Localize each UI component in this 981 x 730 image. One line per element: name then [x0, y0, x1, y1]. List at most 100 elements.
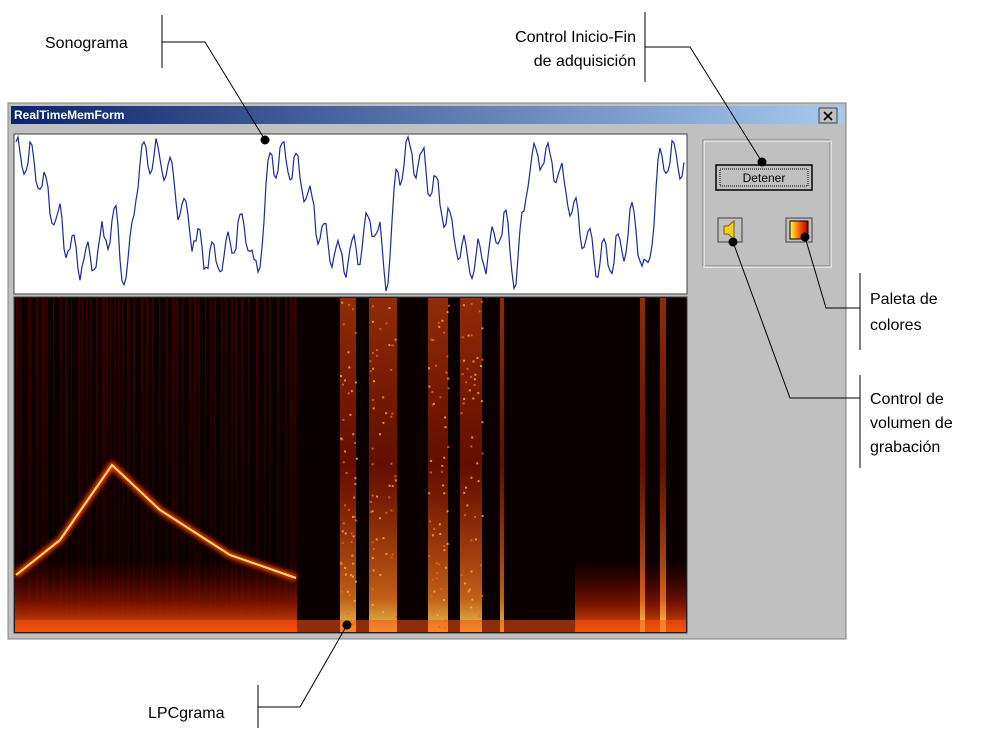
speckle	[372, 367, 375, 370]
window-title: RealTimeMemForm	[14, 108, 124, 122]
close-button[interactable]	[818, 107, 838, 124]
speckle	[467, 590, 470, 593]
speckle	[345, 472, 348, 475]
speckle	[470, 445, 473, 448]
speckle	[371, 463, 374, 466]
speckle	[480, 400, 483, 403]
control-group	[702, 139, 831, 267]
speckle	[435, 364, 438, 367]
speckle	[385, 322, 388, 325]
speckle	[466, 504, 469, 507]
speckle	[432, 610, 435, 613]
annotation: de adquisición	[534, 53, 636, 70]
speckle	[341, 383, 344, 386]
speckle	[470, 476, 473, 479]
speckle	[471, 598, 474, 601]
leader-dot	[728, 237, 738, 247]
speckle	[347, 351, 350, 354]
stop-button-label[interactable]: Detener	[743, 171, 786, 185]
spectrum-stripe	[159, 298, 161, 632]
speckle	[463, 491, 466, 494]
spectrum-stripe	[221, 298, 223, 632]
speckle	[446, 542, 449, 545]
volume-button[interactable]	[717, 217, 743, 243]
speckle	[476, 356, 479, 359]
speckle	[354, 331, 357, 334]
speckle	[369, 500, 372, 503]
leader-line	[804, 236, 861, 350]
speckle	[435, 562, 438, 565]
speckle	[462, 402, 465, 405]
speckle	[391, 553, 394, 556]
speckle	[443, 492, 446, 495]
speckle	[441, 470, 444, 473]
speckle	[344, 566, 347, 569]
stop-button[interactable]: Detener	[715, 164, 813, 191]
speckle	[350, 532, 353, 535]
speckle	[341, 541, 344, 544]
spectrum-stripe	[118, 298, 120, 632]
speckle	[371, 447, 374, 450]
speckle	[370, 510, 373, 513]
speckle	[479, 564, 482, 567]
speckle	[382, 396, 385, 399]
speckle	[371, 541, 374, 544]
speckle	[353, 600, 356, 603]
spectrum-stripe	[60, 298, 62, 632]
speckle	[464, 582, 467, 585]
window: RealTimeMemForm Detener	[7, 102, 847, 640]
spectrum-stripe	[65, 298, 68, 632]
speckle	[433, 527, 436, 530]
annotation: Control Inicio-Fin	[515, 29, 636, 46]
speckle	[473, 383, 476, 386]
leader-dot	[342, 620, 352, 630]
speckle	[343, 450, 346, 453]
speckle	[372, 569, 375, 572]
speckle	[428, 520, 431, 523]
annotation: Control de	[870, 391, 944, 408]
spectrum-stripe	[182, 298, 184, 632]
speckle	[390, 509, 393, 512]
control-group-shadow	[703, 140, 832, 268]
speckle	[385, 412, 388, 415]
speckle	[378, 517, 381, 520]
speckle	[429, 471, 432, 474]
spectrum-stripe	[78, 298, 81, 632]
speckle	[349, 413, 352, 416]
spectrum-stripe	[205, 298, 207, 632]
speckle	[471, 436, 474, 439]
speckle	[474, 609, 477, 612]
speckle	[348, 303, 351, 306]
speckle	[472, 360, 475, 363]
speckle	[348, 508, 351, 511]
speckle	[473, 378, 476, 381]
annotation: LPCgrama	[148, 705, 225, 722]
speckle	[474, 516, 477, 519]
speckle	[436, 571, 439, 574]
speckle	[481, 594, 484, 597]
speckle	[463, 398, 466, 401]
speckle	[470, 570, 473, 573]
speckle	[446, 510, 449, 513]
speckle	[446, 355, 449, 358]
spectrum-stripe	[127, 298, 130, 632]
leader-line	[644, 12, 763, 163]
spectrum-stripe	[42, 298, 45, 632]
speckle	[347, 612, 350, 615]
speckle	[353, 496, 356, 499]
speckle	[481, 327, 484, 330]
speckle	[340, 375, 343, 378]
voiced-column	[640, 298, 645, 632]
speckle	[474, 606, 477, 609]
speckle	[445, 371, 448, 374]
speckle	[428, 367, 431, 370]
speckle	[462, 304, 465, 307]
speckle	[352, 308, 355, 311]
spectrum-stripe	[269, 298, 271, 632]
close-icon	[823, 111, 833, 121]
speckle	[480, 300, 483, 303]
spectrum-stripe	[86, 298, 88, 632]
speckle	[440, 587, 443, 590]
leader-dot	[757, 157, 767, 167]
spectrum-stripe	[152, 298, 154, 632]
